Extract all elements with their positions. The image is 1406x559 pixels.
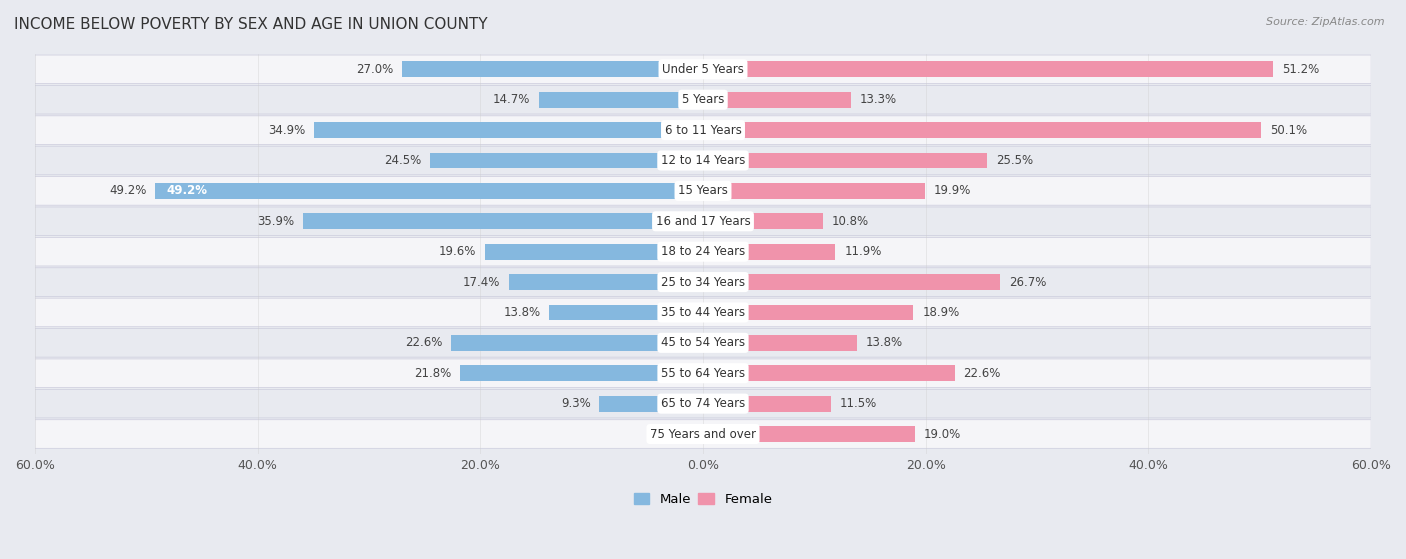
- Text: 5 Years: 5 Years: [682, 93, 724, 106]
- Text: 18 to 24 Years: 18 to 24 Years: [661, 245, 745, 258]
- Text: 11.9%: 11.9%: [845, 245, 882, 258]
- Text: 75 Years and over: 75 Years and over: [650, 428, 756, 440]
- Bar: [703, 153, 987, 168]
- Text: 6 to 11 Years: 6 to 11 Years: [665, 124, 741, 136]
- FancyBboxPatch shape: [35, 390, 1371, 418]
- Bar: [703, 305, 914, 320]
- Text: 25.5%: 25.5%: [995, 154, 1033, 167]
- FancyBboxPatch shape: [35, 146, 1371, 175]
- Text: 19.9%: 19.9%: [934, 184, 972, 197]
- Text: 13.8%: 13.8%: [866, 337, 903, 349]
- Text: 13.3%: 13.3%: [860, 93, 897, 106]
- Text: 19.0%: 19.0%: [924, 428, 960, 440]
- Text: 51.2%: 51.2%: [1282, 63, 1319, 76]
- FancyBboxPatch shape: [35, 298, 1371, 327]
- FancyBboxPatch shape: [35, 55, 1371, 84]
- FancyBboxPatch shape: [35, 207, 1371, 235]
- Text: 35.9%: 35.9%: [257, 215, 294, 228]
- Bar: [402, 61, 703, 77]
- Bar: [703, 183, 925, 199]
- Bar: [703, 426, 914, 442]
- Text: Under 5 Years: Under 5 Years: [662, 63, 744, 76]
- Bar: [155, 183, 703, 199]
- Text: 22.6%: 22.6%: [963, 367, 1001, 380]
- Text: 34.9%: 34.9%: [269, 124, 305, 136]
- Text: 25 to 34 Years: 25 to 34 Years: [661, 276, 745, 288]
- FancyBboxPatch shape: [35, 268, 1371, 296]
- Text: INCOME BELOW POVERTY BY SEX AND AGE IN UNION COUNTY: INCOME BELOW POVERTY BY SEX AND AGE IN U…: [14, 17, 488, 32]
- Bar: [703, 92, 851, 108]
- Text: 18.9%: 18.9%: [922, 306, 960, 319]
- FancyBboxPatch shape: [35, 359, 1371, 387]
- Bar: [540, 92, 703, 108]
- Text: 49.2%: 49.2%: [166, 184, 207, 197]
- Bar: [485, 244, 703, 259]
- Text: 45 to 54 Years: 45 to 54 Years: [661, 337, 745, 349]
- Text: 17.4%: 17.4%: [463, 276, 501, 288]
- Text: 11.5%: 11.5%: [839, 397, 877, 410]
- Text: 65 to 74 Years: 65 to 74 Years: [661, 397, 745, 410]
- Text: 24.5%: 24.5%: [384, 154, 422, 167]
- Bar: [460, 366, 703, 381]
- FancyBboxPatch shape: [35, 86, 1371, 114]
- Text: 12 to 14 Years: 12 to 14 Years: [661, 154, 745, 167]
- Text: 35 to 44 Years: 35 to 44 Years: [661, 306, 745, 319]
- FancyBboxPatch shape: [35, 177, 1371, 205]
- Bar: [703, 274, 1000, 290]
- Text: 21.8%: 21.8%: [415, 367, 451, 380]
- Text: 10.8%: 10.8%: [832, 215, 869, 228]
- Bar: [703, 335, 856, 350]
- Bar: [550, 305, 703, 320]
- Bar: [451, 335, 703, 350]
- Text: 16 and 17 Years: 16 and 17 Years: [655, 215, 751, 228]
- FancyBboxPatch shape: [35, 420, 1371, 448]
- Bar: [703, 214, 824, 229]
- Legend: Male, Female: Male, Female: [628, 487, 778, 511]
- FancyBboxPatch shape: [35, 329, 1371, 357]
- Text: 1.3%: 1.3%: [650, 428, 679, 440]
- Bar: [703, 396, 831, 411]
- Text: 55 to 64 Years: 55 to 64 Years: [661, 367, 745, 380]
- Text: 22.6%: 22.6%: [405, 337, 443, 349]
- Text: 50.1%: 50.1%: [1270, 124, 1306, 136]
- Bar: [703, 244, 835, 259]
- Text: 19.6%: 19.6%: [439, 245, 475, 258]
- Text: 14.7%: 14.7%: [494, 93, 530, 106]
- Bar: [304, 214, 703, 229]
- Text: 9.3%: 9.3%: [561, 397, 591, 410]
- Bar: [689, 426, 703, 442]
- Bar: [509, 274, 703, 290]
- Text: 49.2%: 49.2%: [108, 184, 146, 197]
- Bar: [599, 396, 703, 411]
- Bar: [703, 122, 1261, 138]
- Text: 27.0%: 27.0%: [356, 63, 394, 76]
- Text: 26.7%: 26.7%: [1010, 276, 1046, 288]
- Bar: [315, 122, 703, 138]
- Bar: [703, 61, 1272, 77]
- FancyBboxPatch shape: [35, 116, 1371, 144]
- Text: Source: ZipAtlas.com: Source: ZipAtlas.com: [1267, 17, 1385, 27]
- Bar: [703, 366, 955, 381]
- Text: 15 Years: 15 Years: [678, 184, 728, 197]
- Bar: [430, 153, 703, 168]
- FancyBboxPatch shape: [35, 238, 1371, 266]
- Text: 13.8%: 13.8%: [503, 306, 540, 319]
